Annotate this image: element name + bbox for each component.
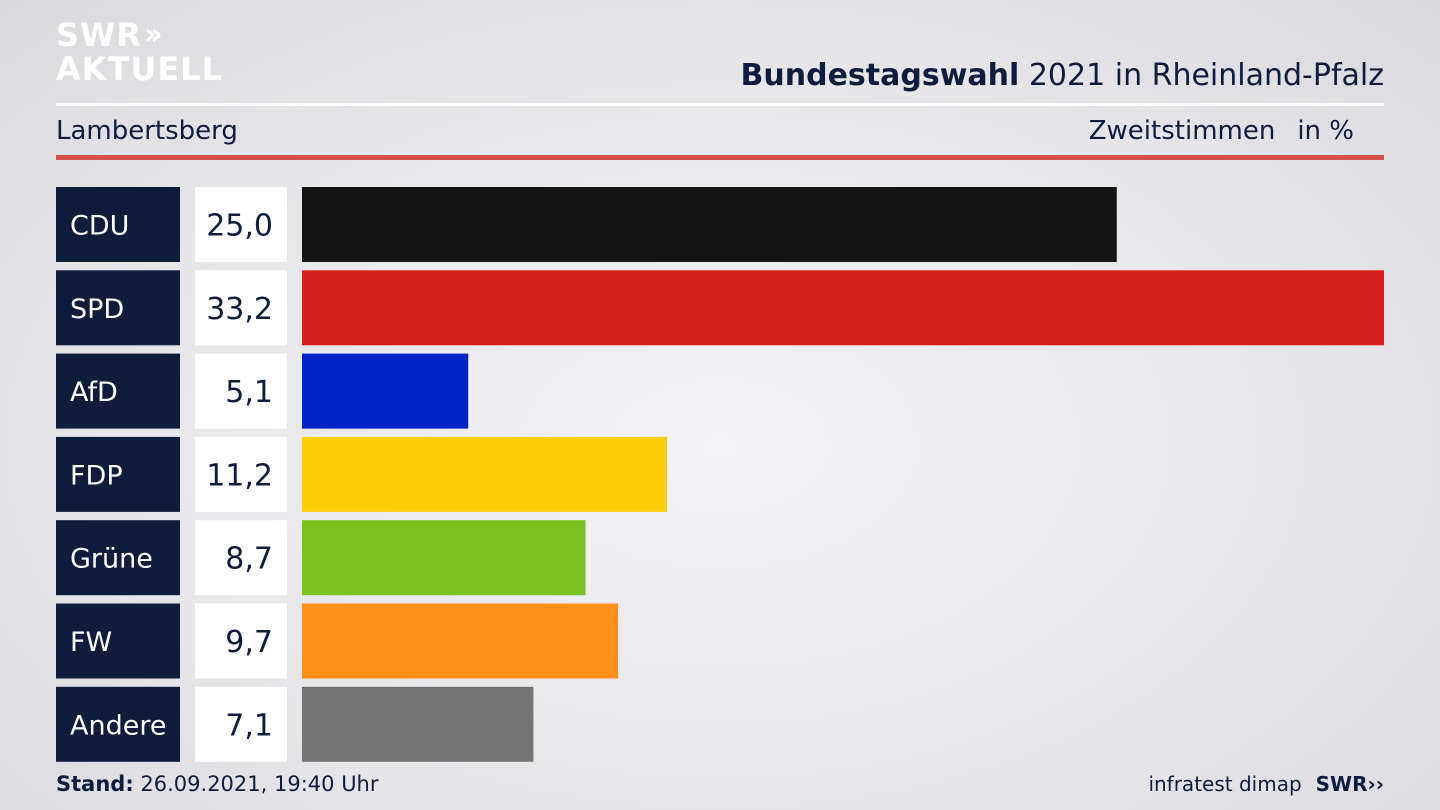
value-label-box xyxy=(195,686,287,762)
party-label: FW xyxy=(70,627,112,658)
bar xyxy=(302,686,534,762)
bar xyxy=(302,187,1117,262)
value-label-box xyxy=(195,603,287,679)
party-label-box xyxy=(56,686,180,762)
header-accent-rule xyxy=(56,155,1384,160)
value-label-box xyxy=(195,270,287,346)
value-label: 7,1 xyxy=(225,708,273,743)
brand-label: SWR›› xyxy=(1316,772,1384,796)
bar xyxy=(302,603,619,679)
bar xyxy=(302,520,586,596)
title-rest: 2021 in Rheinland-Pfalz xyxy=(1028,58,1384,93)
unit-text: in % xyxy=(1297,116,1354,146)
party-label: Andere xyxy=(70,710,166,741)
party-label-box xyxy=(56,520,180,596)
brand-text: SWR xyxy=(1315,772,1368,796)
party-label-box xyxy=(56,436,180,512)
party-label: AfD xyxy=(70,377,118,408)
value-label: 8,7 xyxy=(225,542,273,577)
header-divider xyxy=(56,103,1384,106)
party-label-box xyxy=(56,270,180,346)
party-label: Grüne xyxy=(70,544,153,575)
stand-label: Stand: xyxy=(56,772,134,796)
party-label: FDP xyxy=(70,460,123,491)
logo-line1: SWR xyxy=(56,16,142,54)
party-label: SPD xyxy=(70,294,124,325)
swr-aktuell-logo: SWR ›› AKTUELL xyxy=(56,16,224,88)
value-label-box xyxy=(195,520,287,596)
measure-text: Zweitstimmen xyxy=(1088,116,1276,146)
bar xyxy=(302,353,469,429)
source-credit: infratest dimap SWR›› xyxy=(1148,772,1384,796)
value-label: 33,2 xyxy=(206,292,273,327)
page-title: Bundestagswahl 2021 in Rheinland-Pfalz xyxy=(741,58,1384,93)
value-label: 25,0 xyxy=(206,209,273,244)
party-label: CDU xyxy=(70,211,129,242)
measure-label: Zweitstimmen in % xyxy=(1089,116,1354,146)
value-label: 5,1 xyxy=(225,375,273,410)
party-label-box xyxy=(56,187,180,262)
value-label-box xyxy=(195,353,287,429)
value-label-box xyxy=(195,436,287,512)
party-label-box xyxy=(56,603,180,679)
value-label: 11,2 xyxy=(206,458,273,493)
timestamp: Stand: 26.09.2021, 19:40 Uhr xyxy=(56,772,379,796)
title-bold: Bundestagswahl xyxy=(740,58,1020,93)
value-label: 9,7 xyxy=(225,625,273,660)
stand-value: 26.09.2021, 19:40 Uhr xyxy=(140,772,379,796)
bar xyxy=(302,270,1384,346)
party-label-box xyxy=(56,353,180,429)
chevron-right-icon: ›› xyxy=(1367,772,1384,796)
location-label: Lambertsberg xyxy=(56,116,238,146)
value-label-box xyxy=(195,187,287,262)
bar xyxy=(302,436,668,512)
source-label: infratest dimap xyxy=(1148,772,1302,796)
logo-line2: AKTUELL xyxy=(56,50,224,88)
